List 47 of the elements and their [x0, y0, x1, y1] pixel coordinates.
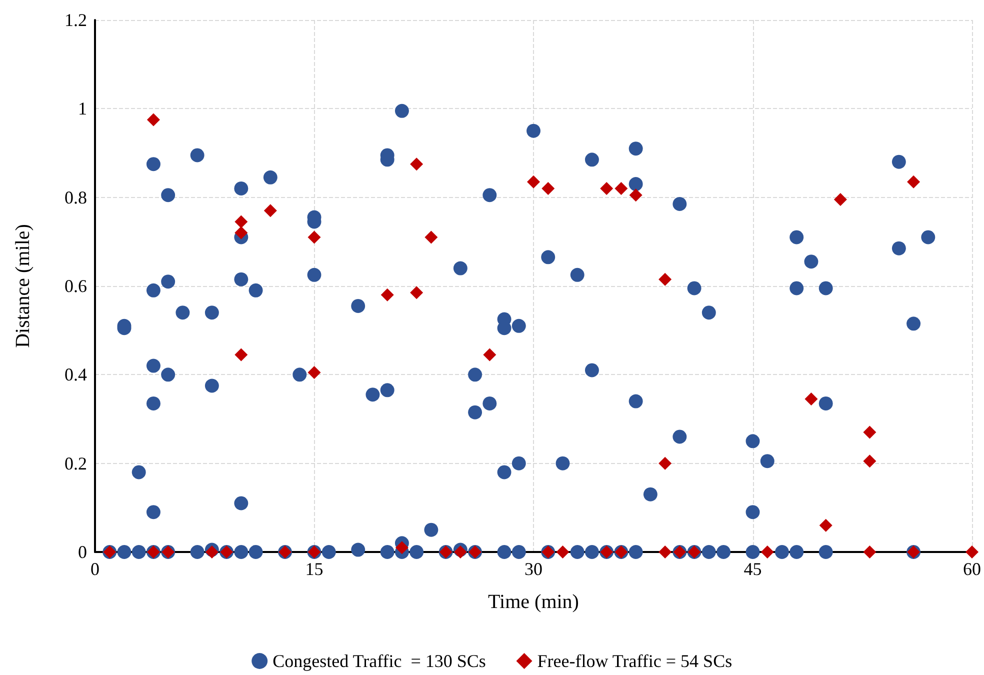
point: [424, 230, 438, 244]
point: [556, 546, 570, 558]
legend-label: Congested Traffic = 130 SCs: [272, 651, 486, 671]
y-tick-label: 0.8: [64, 187, 87, 208]
x-tick-label: 15: [305, 559, 324, 579]
x-tick-label: 45: [744, 559, 762, 579]
y-tick-label: 0.2: [64, 453, 87, 474]
point: [760, 546, 774, 558]
point: [629, 188, 642, 202]
y-tick-label: 1: [78, 98, 87, 119]
point: [483, 348, 496, 362]
point: [658, 272, 672, 286]
point: [600, 182, 614, 195]
legend-label: Free-flow Traffic = 54 SCs: [537, 651, 732, 671]
y-axis-title: Distance (mile): [12, 224, 34, 348]
point: [234, 348, 248, 362]
point: [658, 456, 672, 470]
point: [205, 546, 218, 558]
point: [907, 175, 920, 188]
point: [863, 454, 876, 468]
point: [146, 113, 160, 126]
point: [614, 182, 628, 195]
x-tick-label: 0: [90, 559, 100, 579]
point: [308, 230, 321, 244]
point: [804, 392, 818, 406]
point: [410, 158, 424, 171]
point: [308, 366, 321, 379]
point: [380, 288, 394, 302]
point: [966, 546, 978, 558]
point: [863, 546, 876, 558]
point: [264, 204, 277, 218]
point: [819, 518, 832, 532]
x-tick-label: 30: [524, 559, 542, 579]
point: [234, 215, 248, 228]
point: [527, 175, 540, 188]
point: [542, 182, 555, 195]
y-tick-label: 0.4: [64, 364, 87, 385]
x-tick-label: 60: [963, 559, 981, 579]
point: [863, 426, 876, 439]
point: [454, 546, 467, 558]
x-axis-title: Time (min): [488, 591, 579, 613]
y-tick-label: 0.6: [64, 276, 87, 296]
y-tick-label: 0: [78, 542, 87, 562]
point: [658, 546, 672, 558]
point: [834, 193, 847, 206]
point: [410, 286, 424, 300]
y-tick-label: 1.2: [64, 10, 87, 30]
